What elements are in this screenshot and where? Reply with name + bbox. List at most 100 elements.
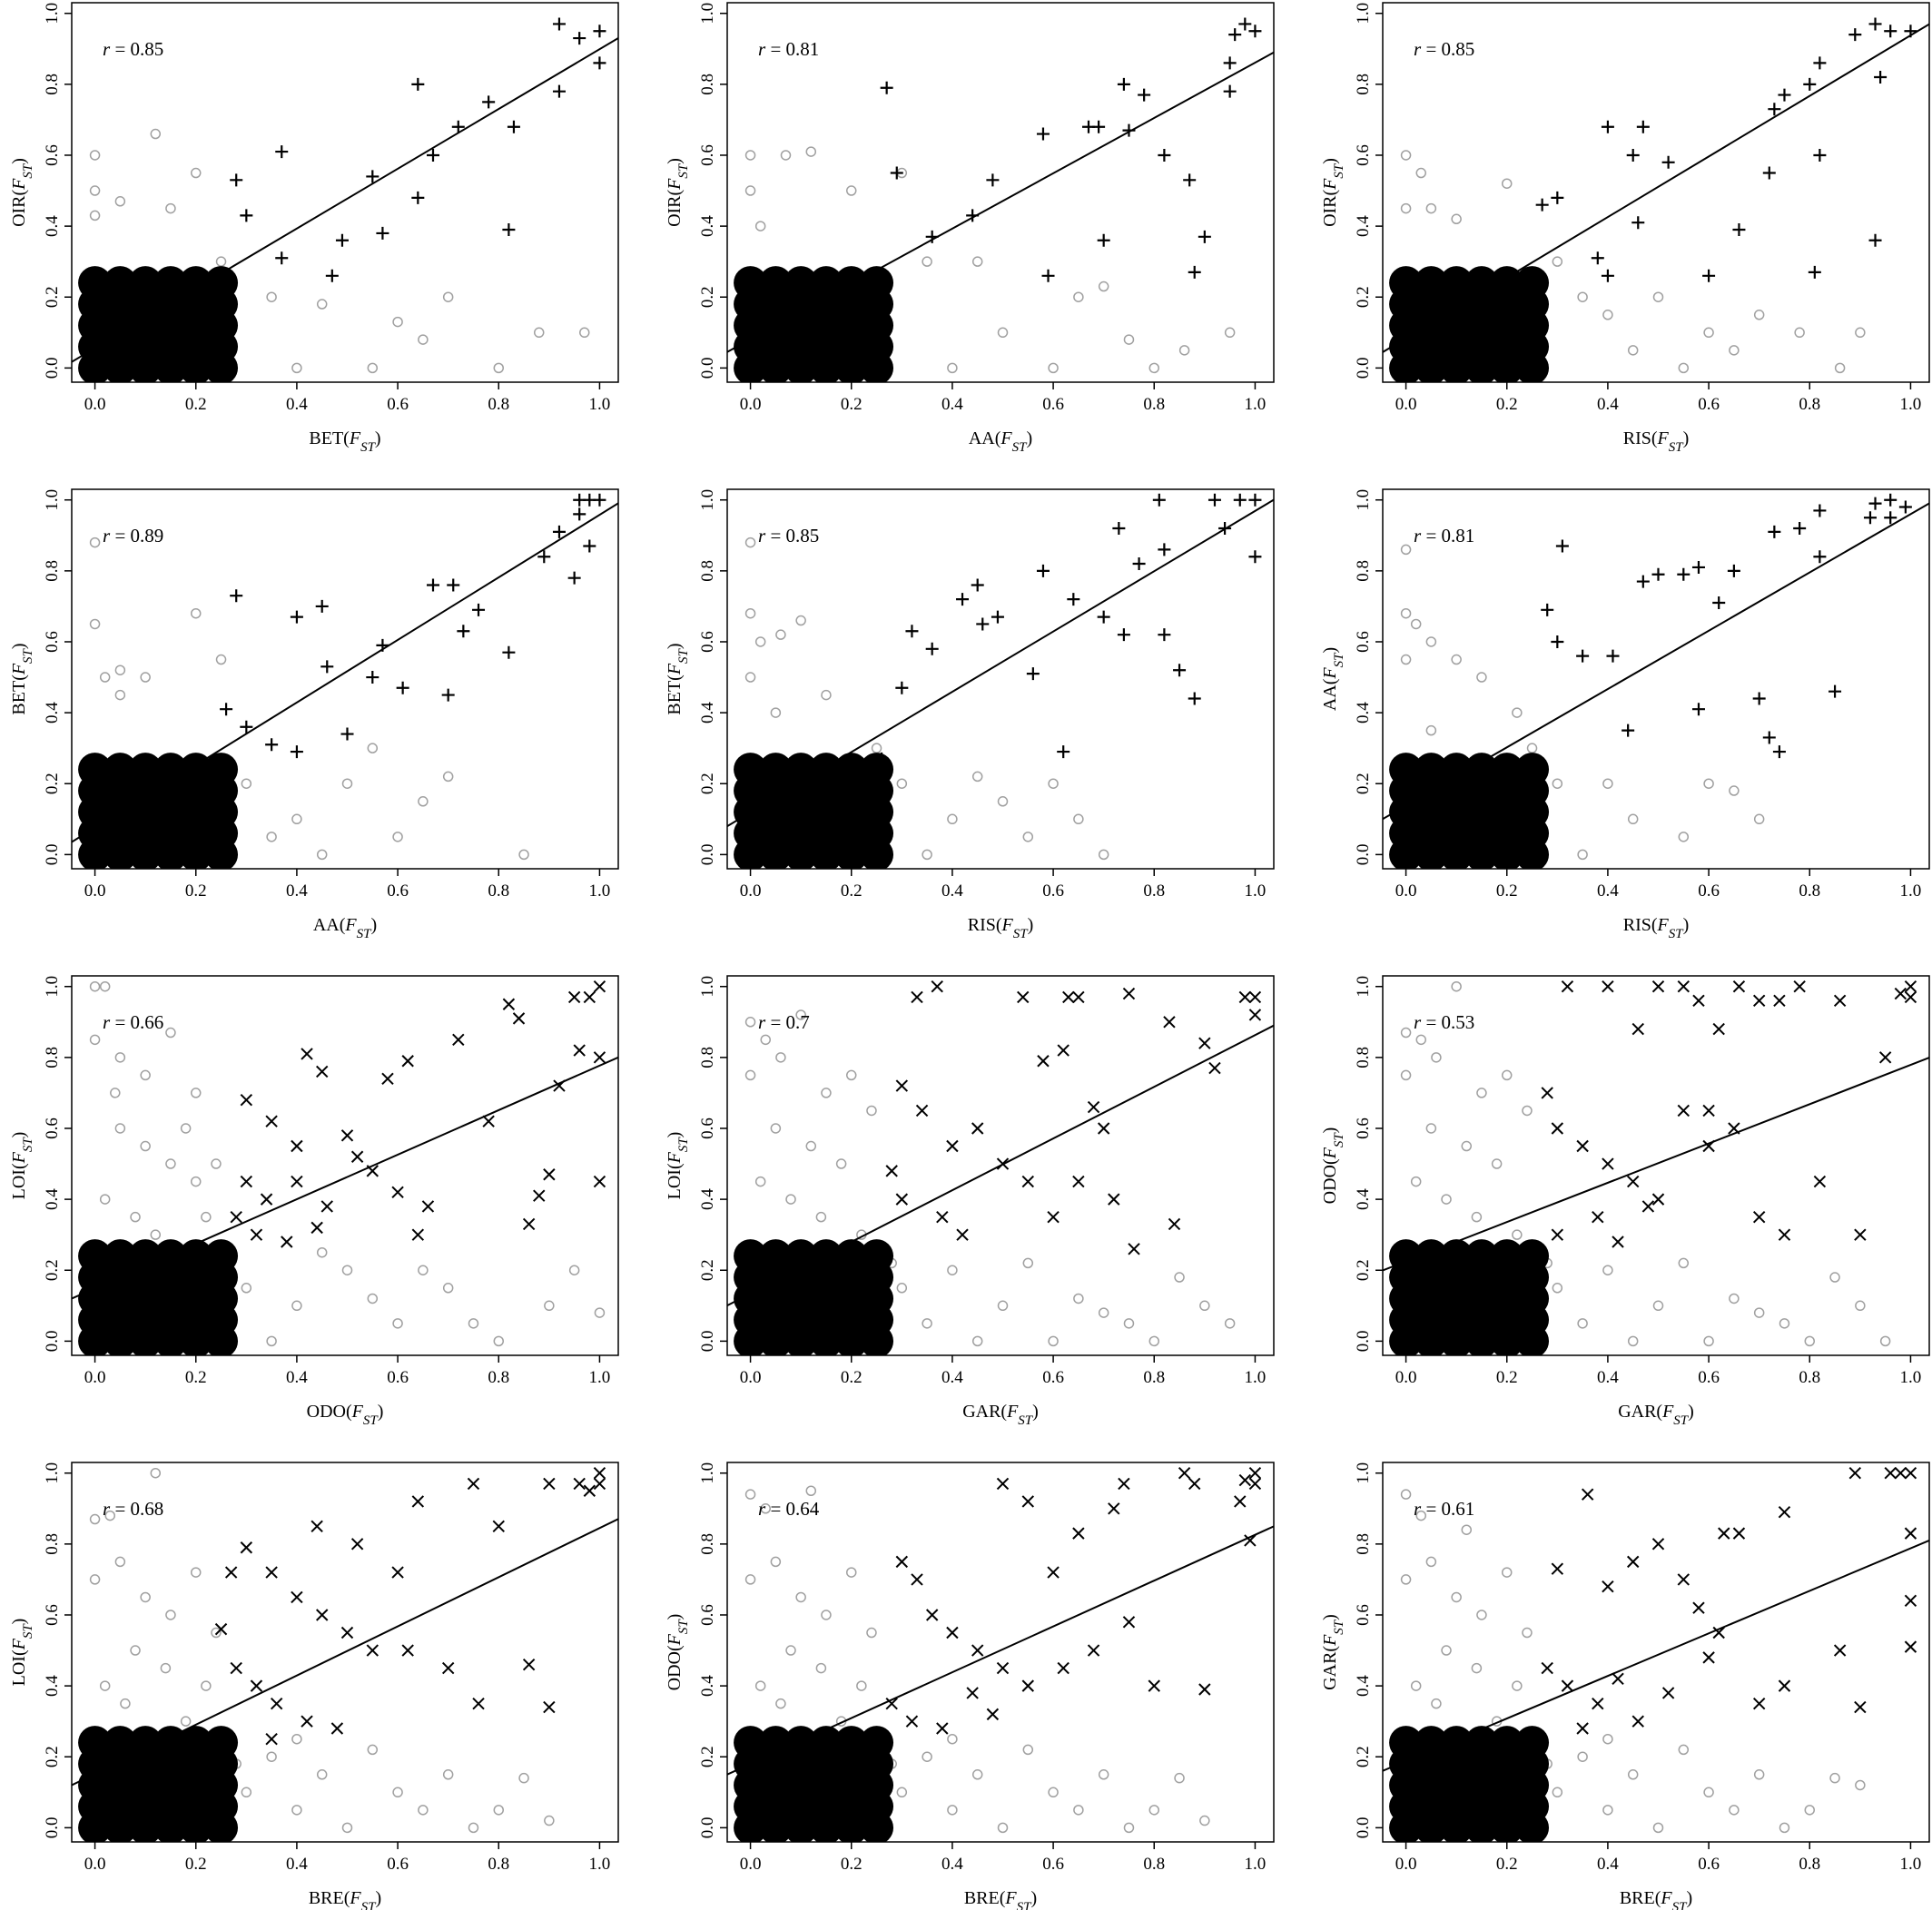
point — [1512, 1680, 1523, 1691]
point — [1522, 1105, 1533, 1117]
y-tick-label: 0.4 — [1354, 215, 1373, 237]
point — [391, 1186, 404, 1199]
label-part: BET( — [9, 674, 29, 715]
point — [1692, 994, 1705, 1008]
x-tick-label: 0.0 — [740, 1855, 762, 1874]
point — [583, 1484, 596, 1497]
point — [1158, 148, 1171, 162]
label-part: F — [9, 663, 29, 675]
point — [291, 1590, 303, 1604]
point — [140, 672, 151, 683]
label-part: ST — [21, 647, 35, 664]
point — [1552, 778, 1563, 789]
x-tick-label: 0.4 — [941, 395, 963, 414]
point — [1476, 1610, 1487, 1620]
point — [89, 1034, 101, 1046]
point — [1123, 1318, 1135, 1329]
point — [1431, 1698, 1442, 1709]
point — [1833, 1644, 1847, 1657]
fit-line — [1383, 502, 1929, 821]
label-part: BET( — [665, 674, 685, 715]
label-part: r — [103, 1498, 111, 1520]
point — [442, 771, 454, 783]
point — [821, 1088, 832, 1098]
point — [997, 1300, 1009, 1312]
point — [1199, 1815, 1210, 1826]
point — [991, 610, 1004, 624]
label-part: ) — [665, 1132, 685, 1138]
point — [1491, 1158, 1503, 1169]
label-part: ST — [357, 927, 373, 941]
x-axis-label: BRE(FST) — [1620, 1888, 1692, 1910]
fit-line — [1383, 1057, 1929, 1272]
point — [190, 1088, 202, 1098]
label-part: ST — [1332, 162, 1346, 179]
x-tick-label: 1.0 — [589, 1368, 611, 1387]
point — [567, 990, 581, 1004]
label-part: = 0.85 — [110, 38, 163, 60]
label-part: ) — [1683, 915, 1690, 935]
y-tick-label: 0.0 — [1354, 1816, 1373, 1838]
y-tick-label: 0.8 — [43, 74, 62, 95]
label-part: ) — [375, 1888, 381, 1908]
point — [1228, 28, 1242, 42]
point — [1108, 1502, 1120, 1515]
point — [493, 1335, 505, 1347]
point — [1223, 84, 1237, 98]
point — [1439, 753, 1474, 787]
point — [1794, 327, 1805, 339]
point — [1400, 607, 1412, 619]
point — [1022, 832, 1034, 842]
point — [418, 1805, 429, 1816]
point — [89, 1513, 101, 1525]
point — [1702, 1104, 1715, 1117]
point — [1400, 1069, 1412, 1081]
label-part: RIS( — [1623, 428, 1658, 448]
y-tick-label: 0.6 — [698, 631, 717, 653]
label-part: ) — [1688, 1402, 1694, 1422]
point — [1248, 25, 1262, 38]
point — [922, 1751, 932, 1762]
point — [291, 1300, 302, 1312]
point — [366, 1644, 380, 1657]
point — [1400, 1574, 1412, 1585]
point — [1073, 813, 1084, 825]
point — [1576, 1139, 1589, 1153]
point — [925, 1609, 939, 1621]
label-part: ST — [361, 1900, 378, 1910]
label-part: ST — [1672, 1900, 1689, 1910]
x-tick-label: 0.8 — [1143, 1855, 1165, 1874]
fit-line — [72, 502, 618, 843]
point — [211, 1627, 222, 1639]
label-part: = 0.85 — [765, 525, 819, 546]
point — [845, 185, 857, 196]
y-tick-label: 0.6 — [43, 1604, 62, 1626]
point — [468, 1822, 479, 1834]
y-tick-label: 0.8 — [1354, 1047, 1373, 1068]
point — [1464, 1239, 1499, 1274]
point — [593, 980, 606, 993]
point — [1017, 990, 1030, 1004]
point — [583, 539, 596, 553]
point — [452, 1033, 465, 1047]
point — [99, 672, 111, 683]
point — [997, 796, 1009, 807]
point — [1389, 1726, 1424, 1760]
x-tick-label: 0.4 — [286, 1368, 308, 1387]
point — [1501, 1567, 1513, 1578]
fit-line — [727, 1024, 1274, 1307]
point — [1692, 1601, 1705, 1614]
point — [860, 1726, 894, 1760]
point — [1515, 1726, 1550, 1760]
label-part: ) — [375, 428, 381, 448]
label-part: AA( — [1320, 678, 1340, 711]
y-tick-label: 0.6 — [698, 1604, 717, 1626]
y-axis-label: BET(FST) — [9, 643, 35, 714]
point — [1248, 493, 1262, 507]
point — [78, 266, 113, 300]
point — [1601, 269, 1614, 282]
point — [1400, 150, 1412, 161]
point — [1410, 1680, 1422, 1691]
point — [1884, 1467, 1897, 1480]
point — [442, 291, 454, 302]
